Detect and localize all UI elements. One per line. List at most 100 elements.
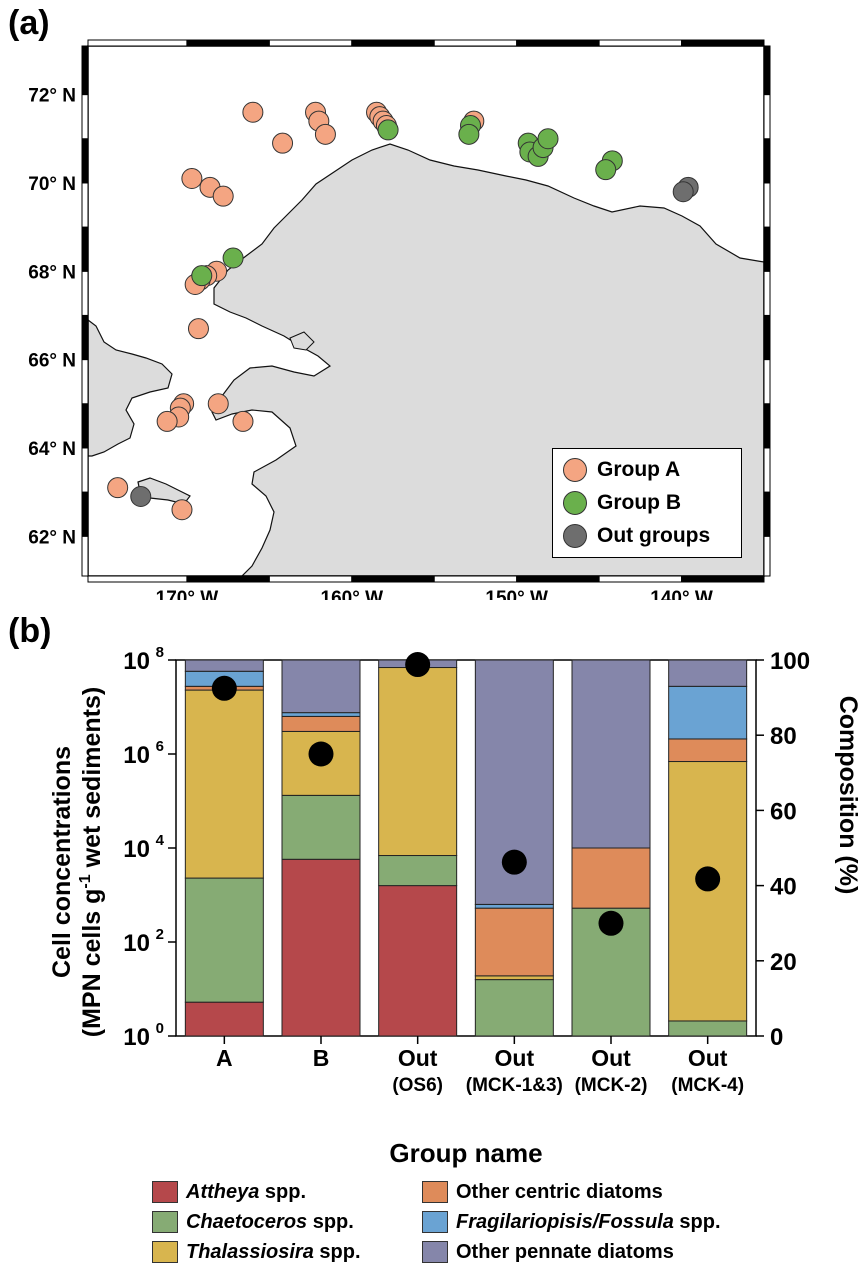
left-tick-label: 10 bbox=[123, 836, 150, 863]
station-point-group-b bbox=[537, 128, 559, 150]
right-tick-label: 20 bbox=[770, 949, 797, 976]
bar-segment-other bbox=[281, 715, 361, 732]
bar-legend-swatch bbox=[152, 1241, 178, 1263]
category-label: Out bbox=[688, 1045, 728, 1071]
map-frame-segment bbox=[763, 45, 771, 96]
bar-legend-swatch bbox=[422, 1211, 448, 1233]
latitude-tick-label: 72° N bbox=[28, 86, 76, 107]
category-sublabel: (MCK-2) bbox=[575, 1075, 648, 1096]
chukotka-landmass bbox=[88, 319, 173, 457]
bar-segment-thalassiosira bbox=[378, 667, 458, 857]
bar-segment-fragilariopisisfossula bbox=[668, 685, 748, 740]
bar-legend-label: Other centric diatoms bbox=[456, 1180, 663, 1203]
bar-segment-thalassiosira bbox=[474, 975, 554, 981]
station-point-out-groups bbox=[130, 486, 152, 507]
left-tick-label: 10 bbox=[123, 1024, 150, 1051]
bar-segment-chaetoceros bbox=[281, 794, 361, 860]
right-tick-label: 100 bbox=[770, 648, 810, 675]
map-frame-segment bbox=[681, 39, 765, 47]
right-tick-label: 80 bbox=[770, 723, 797, 750]
left-tick-exponent: 2 bbox=[156, 926, 164, 943]
map-frame bbox=[81, 39, 771, 583]
legend-group-a: Group A bbox=[563, 455, 680, 485]
map-frame-segment bbox=[81, 45, 89, 96]
legend-dot-group-a bbox=[563, 458, 587, 482]
panel-a-label: (a) bbox=[8, 4, 50, 42]
category-label: Out bbox=[495, 1045, 535, 1071]
nunivak-peninsula bbox=[289, 331, 315, 351]
left-axis-title-sup: -1 bbox=[77, 874, 94, 888]
cell-concentration-point bbox=[598, 910, 624, 936]
left-tick-exponent: 0 bbox=[156, 1020, 164, 1037]
bar-legend-label: Fragilariopisis/Fossula spp. bbox=[456, 1210, 721, 1233]
category-label: Out bbox=[591, 1045, 631, 1071]
legend-label-group-a: Group A bbox=[597, 458, 681, 481]
bar-legend-item: Fragilariopisis/Fossula spp. bbox=[422, 1208, 721, 1236]
station-point-group-b bbox=[458, 123, 480, 145]
latitude-tick-label: 62° N bbox=[28, 527, 76, 548]
legend-label-out-groups: Out groups bbox=[597, 524, 711, 547]
bar-segment-other bbox=[474, 907, 554, 977]
longitude-tick-labels: 170° W 160° W 150° W 140° W bbox=[156, 588, 713, 600]
bar-legend-label: Attheya spp. bbox=[186, 1180, 307, 1203]
category-sublabel: (MCK-1&3) bbox=[466, 1075, 563, 1096]
station-point-out-groups bbox=[672, 181, 694, 203]
category-sublabel: (OS6) bbox=[392, 1075, 443, 1096]
left-tick-label: 10 bbox=[123, 648, 150, 675]
bar-legend-item: Chaetoceros spp. bbox=[152, 1208, 354, 1236]
left-tick-exponent: 4 bbox=[156, 832, 165, 849]
bar-segment-attheya bbox=[378, 885, 458, 1037]
bar-legend-item: Other centric diatoms bbox=[422, 1178, 663, 1206]
latitude-tick-labels: 72° N 70° N 68° N 66° N 64° N 62° N bbox=[28, 86, 76, 549]
bar-segment-other bbox=[571, 847, 651, 909]
station-point-group-a bbox=[272, 132, 294, 154]
bar-segment-other bbox=[668, 738, 748, 763]
bar-legend-item: Other pennate diatoms bbox=[422, 1238, 674, 1266]
bar-segment-attheya bbox=[184, 1001, 264, 1037]
bar-segment-fragilariopisisfossula bbox=[281, 712, 361, 717]
left-tick-exponent: 8 bbox=[156, 644, 164, 661]
latitude-tick-label: 64° N bbox=[28, 439, 76, 460]
bar-legend-swatch bbox=[152, 1211, 178, 1233]
station-point-group-a bbox=[181, 168, 203, 189]
cell-concentration-point bbox=[501, 849, 527, 875]
bar-legend-item: Attheya spp. bbox=[152, 1178, 306, 1206]
legend-dot-group-b bbox=[563, 491, 587, 515]
category-label: A bbox=[216, 1045, 233, 1071]
bar-segment-other bbox=[184, 659, 264, 672]
longitude-tick-label: 140° W bbox=[650, 588, 713, 600]
bar-legend-item: Thalassiosira spp. bbox=[152, 1238, 361, 1266]
category-label: B bbox=[313, 1045, 330, 1071]
left-axis-title-line2: (MPN cells g-1 wet sediments) bbox=[77, 687, 106, 1037]
bar-legend-label: Thalassiosira spp. bbox=[186, 1240, 361, 1263]
station-point-group-a bbox=[207, 393, 229, 415]
station-point-group-a bbox=[242, 101, 264, 123]
station-point-group-a bbox=[156, 410, 178, 432]
cell-concentration-point bbox=[405, 652, 431, 678]
station-point-group-a bbox=[187, 318, 209, 340]
station-point-group-b bbox=[377, 119, 399, 141]
bar-legend-swatch bbox=[422, 1181, 448, 1203]
map-frame-segment bbox=[681, 575, 765, 583]
legend-out-groups: Out groups bbox=[563, 521, 710, 551]
longitude-tick-label: 160° W bbox=[321, 588, 384, 600]
right-tick-label: 0 bbox=[770, 1024, 783, 1051]
station-points bbox=[107, 101, 699, 521]
station-point-group-a bbox=[232, 410, 254, 432]
bar-left-axis-ticks: 10 0 10 2 10 4 10 6 10 8 bbox=[123, 644, 176, 1051]
left-axis-title-part1: (MPN cells g bbox=[78, 889, 106, 1038]
bar-legend-label: Other pennate diatoms bbox=[456, 1240, 674, 1263]
right-tick-label: 60 bbox=[770, 798, 797, 825]
legend-dot-out-groups bbox=[563, 524, 587, 548]
left-axis-title-line1: Cell concentrations bbox=[48, 746, 76, 978]
bar-segment-chaetoceros bbox=[184, 877, 264, 1003]
bar-segment-attheya bbox=[281, 858, 361, 1037]
bar-segment-other bbox=[281, 659, 361, 714]
category-label: Out bbox=[398, 1045, 438, 1071]
bar-legend: Attheya spp. Other centric diatoms Chaetoc… bbox=[152, 1176, 812, 1268]
bar-plot-area bbox=[175, 652, 757, 1037]
left-tick-label: 10 bbox=[123, 930, 150, 957]
left-tick-exponent: 6 bbox=[156, 738, 164, 755]
bar-legend-swatch bbox=[422, 1241, 448, 1263]
